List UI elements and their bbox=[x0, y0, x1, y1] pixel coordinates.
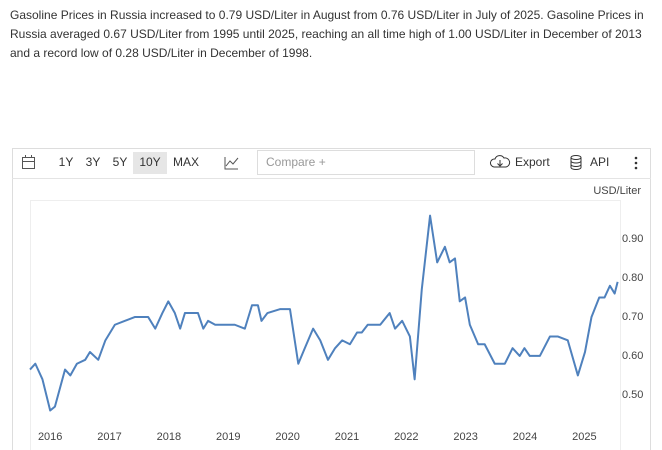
plot-frame bbox=[30, 200, 621, 450]
range-button[interactable]: 10Y bbox=[139, 155, 160, 169]
x-tick-label: 2022 bbox=[394, 431, 418, 443]
api-button[interactable]: API bbox=[590, 155, 609, 169]
y-tick-label: 0.50 bbox=[622, 389, 643, 401]
x-tick-label: 2020 bbox=[275, 431, 299, 443]
chart-type-icon[interactable] bbox=[224, 157, 239, 170]
x-tick-label: 2019 bbox=[216, 431, 240, 443]
compare-input[interactable] bbox=[257, 150, 475, 175]
x-tick-label: 2024 bbox=[513, 431, 537, 443]
api-icon[interactable] bbox=[570, 155, 582, 170]
export-icon[interactable] bbox=[490, 155, 511, 168]
x-tick-label: 2023 bbox=[453, 431, 477, 443]
export-button[interactable]: Export bbox=[515, 155, 550, 169]
y-tick-label: 0.60 bbox=[622, 350, 643, 362]
x-tick-label: 2025 bbox=[572, 431, 596, 443]
y-tick-label: 0.80 bbox=[622, 272, 643, 284]
range-button[interactable]: 1Y bbox=[59, 155, 74, 169]
y-tick-label: 0.70 bbox=[622, 311, 643, 323]
y-tick-label: 0.90 bbox=[622, 233, 643, 245]
price-line bbox=[29, 214, 619, 412]
calendar-icon[interactable] bbox=[22, 155, 35, 169]
range-button[interactable]: MAX bbox=[173, 155, 199, 169]
compare-placeholder: Compare + bbox=[266, 155, 326, 169]
active-range-bg bbox=[133, 152, 167, 174]
range-button[interactable]: 3Y bbox=[86, 155, 101, 169]
x-tick-label: 2016 bbox=[38, 431, 62, 443]
more-menu[interactable] bbox=[634, 156, 638, 170]
range-button[interactable]: 5Y bbox=[113, 155, 128, 169]
x-tick-label: 2017 bbox=[97, 431, 121, 443]
description: Gasoline Prices in Russia increased to 0… bbox=[10, 8, 644, 60]
widget-frame bbox=[12, 148, 651, 450]
unit-label: USD/Liter bbox=[593, 185, 641, 197]
chart-widget: 1Y 3Y 5Y 10Y MAX Compare + Export API USD/Li… bbox=[12, 148, 651, 450]
x-tick-label: 2018 bbox=[157, 431, 181, 443]
x-tick-label: 2021 bbox=[335, 431, 359, 443]
